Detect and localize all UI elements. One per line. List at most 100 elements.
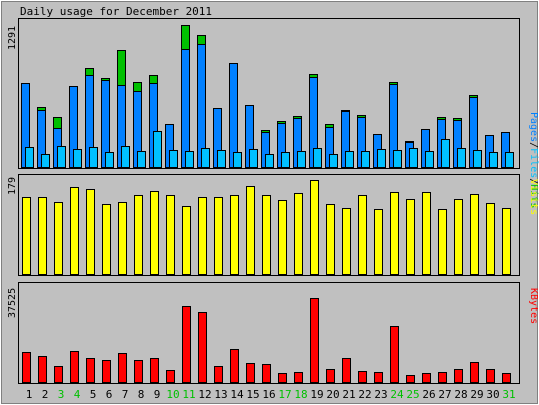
pages-bar <box>121 146 130 168</box>
kbytes-bar <box>150 358 159 383</box>
pages-bar <box>473 150 482 168</box>
day-label: 15 <box>246 388 259 401</box>
kbytes-bar <box>198 312 207 383</box>
visits-bar <box>102 204 111 275</box>
day-label: 27 <box>438 388 451 401</box>
day-label: 5 <box>90 388 97 401</box>
visits-bar <box>310 180 319 275</box>
pages-bar <box>249 149 258 168</box>
day-label: 10 <box>166 388 179 401</box>
pages-bar <box>313 148 322 168</box>
visits-bar <box>70 187 79 275</box>
kbytes-bar <box>406 375 415 383</box>
day-label: 9 <box>154 388 161 401</box>
kbytes-bar <box>54 366 63 383</box>
kbytes-bar <box>182 306 191 383</box>
visits-bar <box>38 197 47 275</box>
kbytes-bar <box>278 373 287 383</box>
kbytes-bar <box>246 363 255 383</box>
visits-bar <box>54 202 63 275</box>
visits-bar <box>486 203 495 275</box>
day-label: 24 <box>390 388 404 401</box>
kbytes-bar <box>38 356 47 383</box>
pages-bar <box>105 152 114 168</box>
day-label: 4 <box>74 388 81 401</box>
chart-title: Daily usage for December 2011 <box>20 5 212 18</box>
visits-bar <box>166 195 175 275</box>
visits-bar <box>278 200 287 275</box>
day-label: 30 <box>486 388 499 401</box>
visits-bar <box>182 206 191 275</box>
files-bar <box>229 63 238 168</box>
day-label: 23 <box>374 388 387 401</box>
visits-bar <box>438 209 447 275</box>
day-label: 2 <box>42 388 49 401</box>
kbytes-bar <box>118 353 127 383</box>
pages-bar <box>25 147 34 168</box>
pages-bar <box>361 151 370 168</box>
pages-bar <box>393 150 402 168</box>
pages-bar <box>201 148 210 168</box>
visits-bar <box>358 195 367 275</box>
day-label: 25 <box>406 388 419 401</box>
kbytes-bar <box>102 360 111 383</box>
kbytes-bar <box>486 369 495 383</box>
pages-bar <box>329 154 338 168</box>
day-label: 21 <box>342 388 355 401</box>
visits-bar <box>134 195 143 275</box>
visits-legend: Visits <box>528 179 539 215</box>
kbytes-bar <box>214 366 223 383</box>
pages-bar <box>489 152 498 168</box>
pages-bar <box>505 152 514 168</box>
kbytes-bar <box>22 352 31 383</box>
visits-bar <box>470 194 479 275</box>
visits-bar <box>454 199 463 275</box>
visits-bar <box>246 186 255 275</box>
pages-bar <box>409 148 418 168</box>
day-label: 20 <box>326 388 339 401</box>
day-label: 19 <box>310 388 323 401</box>
kbytes-bar <box>134 360 143 383</box>
visits-bar <box>326 204 335 275</box>
kbytes-bar <box>422 373 431 383</box>
kbytes-bar <box>390 326 399 383</box>
pages-bar <box>217 150 226 168</box>
day-label: 11 <box>182 388 195 401</box>
files-bar <box>181 49 190 168</box>
visits-bar <box>422 192 431 275</box>
kbytes-bar <box>310 298 319 383</box>
pages-bar <box>425 151 434 168</box>
hits-ymax-label: 1291 <box>7 26 18 50</box>
kbytes-bar <box>454 369 463 383</box>
visits-bar <box>502 208 511 275</box>
pages-bar <box>169 150 178 168</box>
visits-bar <box>294 193 303 275</box>
kbytes-ymax-label: 37525 <box>7 288 18 318</box>
pages-bar <box>137 151 146 168</box>
day-label: 28 <box>454 388 467 401</box>
pages-bar <box>233 152 242 168</box>
visits-bar <box>22 197 31 275</box>
visits-bar <box>214 197 223 275</box>
pages-bar <box>345 151 354 168</box>
hits-legend: Pages/Files/Hits <box>528 112 539 208</box>
legend-hits: Hits <box>528 184 539 208</box>
kbytes-bar <box>294 372 303 383</box>
pages-bar <box>281 152 290 168</box>
day-label: 18 <box>294 388 307 401</box>
visits-bar <box>86 189 95 275</box>
pages-bar <box>57 146 66 168</box>
kbytes-bar <box>374 372 383 383</box>
legend-sep-2: / <box>528 178 539 184</box>
pages-bar <box>457 148 466 168</box>
kbytes-bar <box>470 362 479 383</box>
kbytes-bar <box>326 369 335 383</box>
visits-bar <box>230 195 239 275</box>
day-label: 3 <box>58 388 65 401</box>
visits-bar <box>150 191 159 275</box>
pages-bar <box>73 149 82 168</box>
visits-bar <box>342 208 351 275</box>
kbytes-bar <box>70 351 79 383</box>
day-label: 7 <box>122 388 129 401</box>
